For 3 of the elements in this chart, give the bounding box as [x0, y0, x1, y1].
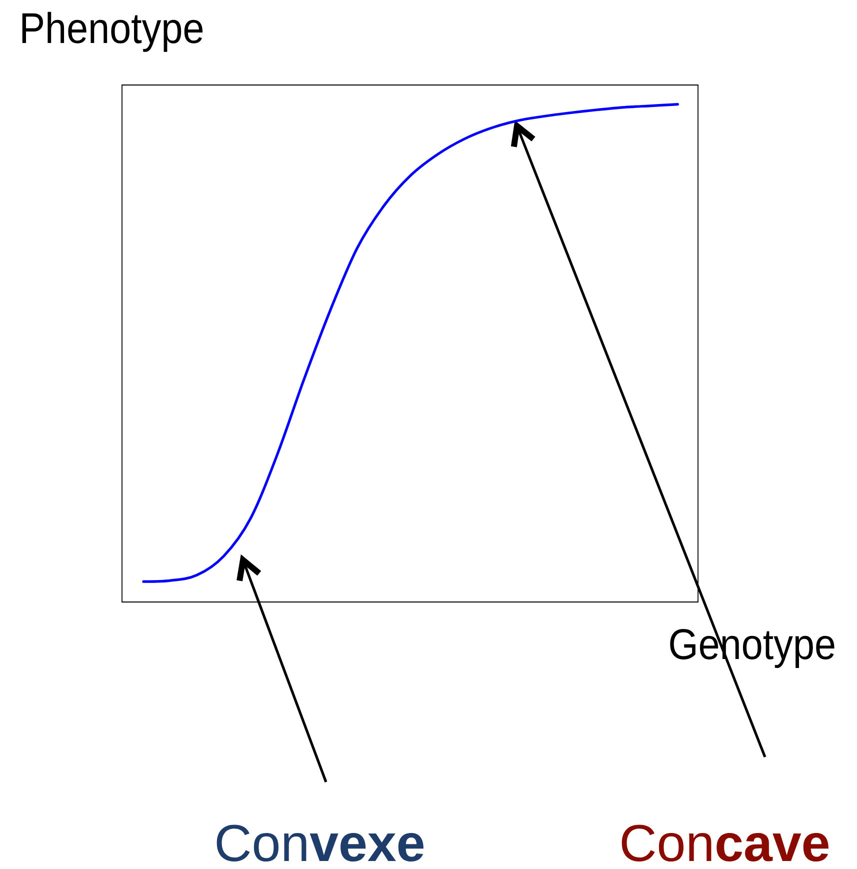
- text: Convexe: [216, 824, 424, 862]
- text: Concave: [622, 824, 828, 862]
- y-axis-title: Phenotype: [22, 12, 203, 52]
